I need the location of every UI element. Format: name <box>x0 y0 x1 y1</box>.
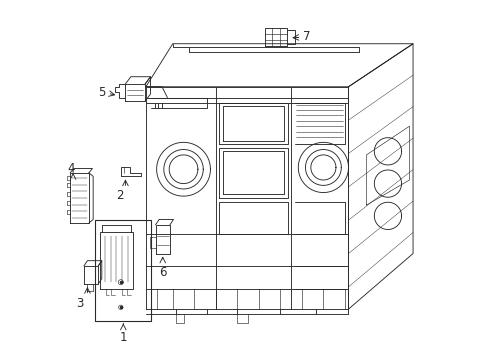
Text: 2: 2 <box>116 189 123 202</box>
Text: 6: 6 <box>159 266 166 279</box>
Text: 4: 4 <box>67 162 74 175</box>
Text: 7: 7 <box>302 30 309 43</box>
Text: 3: 3 <box>77 297 84 310</box>
Text: 1: 1 <box>119 331 127 344</box>
Text: 5: 5 <box>98 86 105 99</box>
